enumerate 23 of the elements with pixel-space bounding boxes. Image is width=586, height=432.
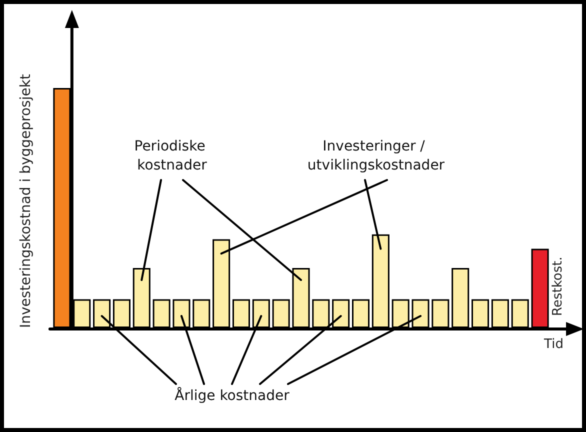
bar (372, 234, 390, 328)
annotation: Restkost. (550, 256, 566, 316)
x-axis-title: Tid (543, 337, 564, 352)
bar (132, 268, 150, 328)
bar (53, 88, 71, 328)
bar (432, 299, 450, 328)
bar (272, 299, 290, 328)
bar (531, 248, 549, 328)
bar (73, 299, 91, 328)
bar (352, 299, 370, 328)
bar (511, 299, 529, 328)
text: Årlige kostnader (174, 387, 290, 404)
y-axis-title: Investeringskostnad i byggeprosjekt (18, 74, 34, 328)
bar (192, 299, 210, 328)
bar (452, 268, 470, 328)
annotation: Investeringer / utviklingskostnader (307, 138, 445, 174)
bar (232, 299, 250, 328)
bar (212, 239, 230, 328)
bar (472, 299, 490, 328)
annotation: Periodiske kostnader (134, 138, 210, 174)
bar (292, 268, 310, 328)
bar (491, 299, 509, 328)
bar (152, 299, 170, 328)
